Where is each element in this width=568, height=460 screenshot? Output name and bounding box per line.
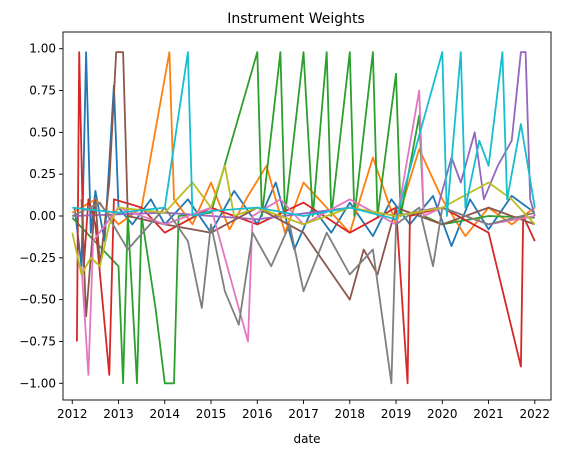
y-axis-ticks: 1.00 0.75 0.50 0.25 0.00 −0.25 −0.50 −0.75 −1.00: [19, 42, 63, 390]
series-line-6: [80, 51, 536, 318]
chart-title: Instrument Weights: [227, 11, 365, 27]
x-tick-label: 2014: [149, 407, 180, 421]
y-tick-label: 0.75: [29, 84, 56, 98]
x-axis-label: date: [293, 432, 320, 446]
x-tick-label: 2022: [520, 407, 551, 421]
y-tick-label: −0.75: [19, 334, 56, 348]
series-line-10: [72, 51, 536, 221]
y-tick-label: 0.25: [29, 167, 56, 181]
x-tick-label: 2018: [335, 407, 366, 421]
y-tick-label: 0.00: [29, 209, 56, 223]
x-axis-ticks: 2012 2013 2014 2015 2016 2017 2018 2019 2020 2021…: [57, 400, 550, 421]
series-line-5: [72, 51, 536, 221]
series-line-8: [71, 201, 536, 385]
y-tick-label: 0.50: [29, 125, 56, 139]
x-tick-label: 2012: [57, 407, 88, 421]
plot-area: [71, 51, 536, 385]
y-tick-label: 1.00: [29, 42, 56, 56]
x-tick-label: 2020: [427, 407, 458, 421]
x-tick-label: 2017: [288, 407, 319, 421]
x-tick-label: 2013: [103, 407, 134, 421]
x-tick-label: 2019: [381, 407, 412, 421]
series-line-3: [71, 51, 535, 385]
y-tick-label: −1.00: [19, 376, 56, 390]
plot-frame: [62, 31, 552, 401]
y-tick-label: −0.50: [19, 293, 56, 307]
x-tick-label: 2021: [473, 407, 504, 421]
x-tick-label: 2015: [196, 407, 227, 421]
x-tick-label: 2016: [242, 407, 273, 421]
y-tick-label: −0.25: [19, 251, 56, 265]
series-line-9: [71, 164, 536, 276]
